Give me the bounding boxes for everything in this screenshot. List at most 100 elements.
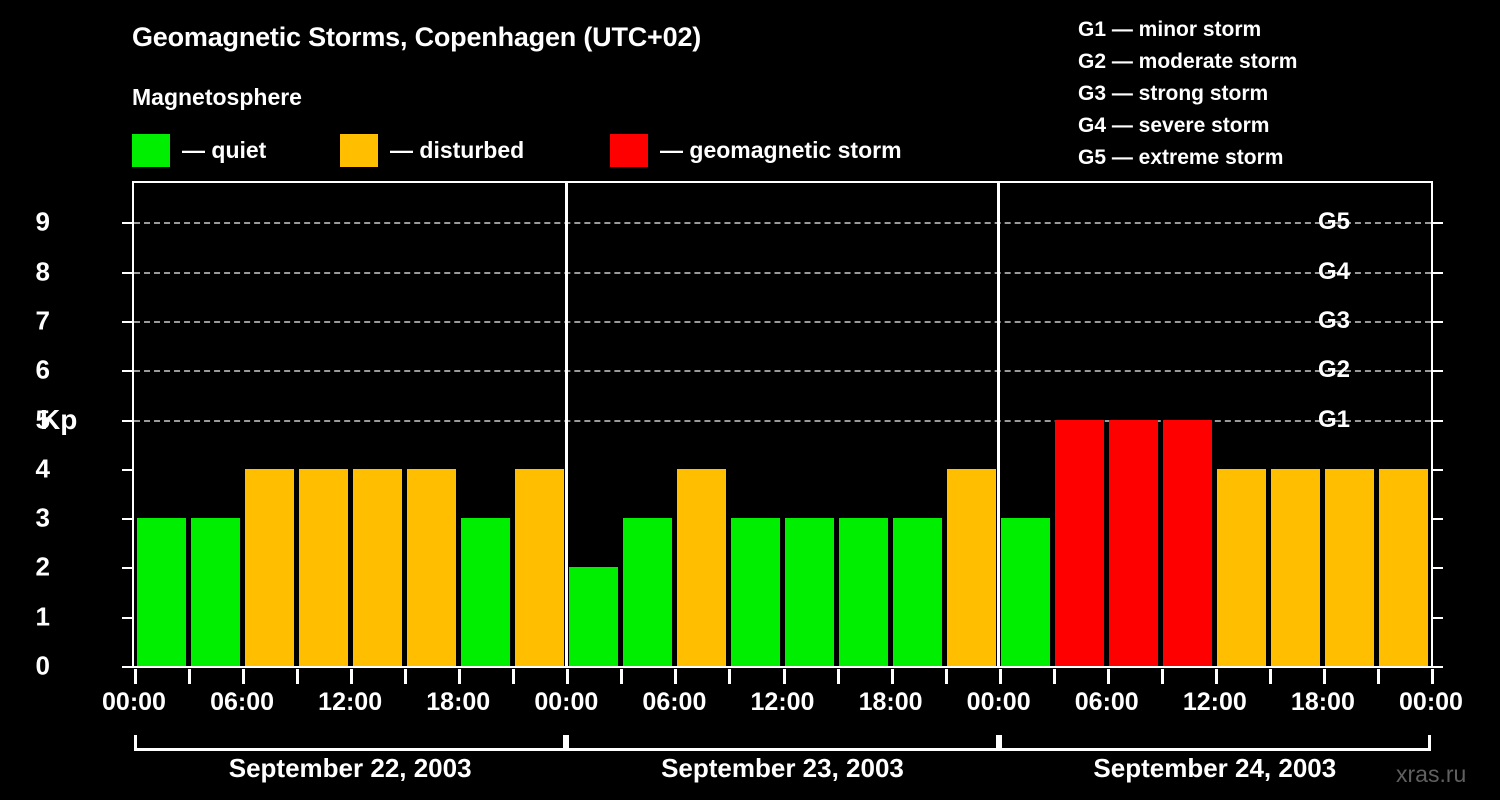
bar-quiet bbox=[460, 518, 510, 666]
x-tick-13 bbox=[836, 669, 840, 684]
bar-disturbed bbox=[406, 468, 456, 666]
x-tick-17 bbox=[1052, 669, 1056, 684]
plot-inner bbox=[134, 183, 1431, 666]
g-axis-label-G4: G4 bbox=[1318, 257, 1351, 285]
y-axis-label-1: 1 bbox=[35, 601, 50, 632]
disturbed-legend-swatch bbox=[340, 133, 378, 167]
x-tick-19 bbox=[1160, 669, 1164, 684]
x-tick-20 bbox=[1214, 669, 1218, 684]
x-axis-label-1: 06:00 bbox=[210, 688, 275, 716]
quiet-legend-label: — quiet bbox=[182, 136, 267, 163]
day-label-1: September 22, 2003 bbox=[228, 753, 472, 783]
bar-disturbed bbox=[514, 468, 564, 666]
x-axis-label-8: 00:00 bbox=[966, 688, 1031, 716]
y-axis-label-0: 0 bbox=[35, 650, 50, 681]
bar-quiet bbox=[190, 518, 240, 666]
x-axis-label-4: 00:00 bbox=[534, 688, 599, 716]
watermark: xras.ru bbox=[1396, 761, 1467, 787]
day-label-2: September 23, 2003 bbox=[661, 753, 904, 783]
day-bracket-1 bbox=[134, 735, 567, 751]
g-axis-label-G3: G3 bbox=[1318, 307, 1351, 334]
day-bracket-2 bbox=[566, 735, 999, 751]
day-separator-1 bbox=[564, 183, 568, 666]
bar-disturbed bbox=[1379, 468, 1429, 666]
x-axis-label-3: 18:00 bbox=[426, 688, 491, 716]
x-tick-6 bbox=[458, 669, 462, 684]
bar-storm bbox=[1109, 419, 1159, 666]
bar-quiet bbox=[839, 518, 889, 666]
day-separator-2 bbox=[997, 183, 1001, 666]
x-tick-23 bbox=[1376, 669, 1380, 684]
x-tick-8 bbox=[566, 669, 570, 684]
y-tick-left-6 bbox=[122, 370, 134, 373]
x-axis-label-6: 12:00 bbox=[750, 688, 815, 716]
x-tick-24 bbox=[1431, 669, 1434, 684]
x-axis-label-0: 00:00 bbox=[102, 688, 166, 716]
g-axis-label-G1: G1 bbox=[1318, 405, 1351, 433]
bar-disturbed bbox=[1217, 468, 1267, 666]
bar-quiet bbox=[622, 518, 672, 666]
x-axis-label-10: 12:00 bbox=[1182, 688, 1247, 716]
day-bracket-3 bbox=[998, 735, 1431, 751]
gridline-kp-6 bbox=[134, 370, 1431, 373]
y-axis-label-9: 9 bbox=[35, 206, 50, 237]
y-tick-left-4 bbox=[122, 468, 134, 471]
y-tick-right-1 bbox=[1431, 616, 1443, 619]
x-tick-18 bbox=[1106, 669, 1110, 684]
x-axis-label-9: 06:00 bbox=[1074, 688, 1139, 716]
y-axis-label-5: 5 bbox=[35, 404, 50, 435]
x-tick-0 bbox=[134, 669, 137, 684]
y-axis-title: Kp bbox=[40, 404, 78, 435]
bar-storm bbox=[1163, 419, 1213, 666]
y-tick-left-9 bbox=[122, 222, 134, 225]
gridline-kp-5 bbox=[134, 419, 1431, 422]
storm-legend: — geomagnetic storm bbox=[610, 132, 902, 168]
x-tick-3 bbox=[296, 669, 300, 684]
y-tick-right-8 bbox=[1431, 271, 1443, 274]
bar-disturbed bbox=[1271, 468, 1321, 666]
y-tick-right-5 bbox=[1431, 419, 1443, 422]
x-tick-14 bbox=[890, 669, 894, 684]
gridline-kp-7 bbox=[134, 321, 1431, 323]
bar-storm bbox=[1055, 419, 1105, 666]
storm-legend-swatch bbox=[610, 133, 648, 167]
bar-disturbed bbox=[298, 468, 348, 666]
y-axis-label-6: 6 bbox=[35, 354, 50, 385]
bar-disturbed bbox=[352, 468, 402, 666]
x-tick-12 bbox=[782, 669, 786, 684]
x-tick-22 bbox=[1322, 669, 1326, 684]
bar-quiet bbox=[136, 518, 186, 666]
x-axis-label-2: 12:00 bbox=[318, 688, 383, 716]
g-scale-row-2: G2 — moderate storm bbox=[1078, 50, 1298, 73]
gridline-kp-9 bbox=[134, 222, 1431, 225]
x-axis-label-11: 18:00 bbox=[1290, 688, 1355, 716]
x-tick-16 bbox=[998, 669, 1002, 684]
x-tick-4 bbox=[350, 669, 354, 684]
y-tick-right-6 bbox=[1431, 370, 1443, 373]
x-axis-label-5: 06:00 bbox=[642, 688, 707, 716]
bar-quiet bbox=[568, 567, 618, 666]
y-axis-label-8: 8 bbox=[35, 256, 50, 287]
bar-disturbed bbox=[947, 468, 997, 666]
page-title: Geomagnetic Storms, Copenhagen (UTC+02) bbox=[132, 22, 702, 52]
g-scale-legend: G1 — minor storm G2 — moderate storm G3 — … bbox=[1078, 14, 1297, 174]
bar-quiet bbox=[893, 518, 943, 666]
x-tick-9 bbox=[620, 669, 624, 684]
g-axis-label-G5: G5 bbox=[1318, 208, 1351, 236]
day-label-3: September 24, 2003 bbox=[1093, 753, 1337, 783]
y-tick-left-3 bbox=[122, 518, 134, 521]
y-axis-label-4: 4 bbox=[35, 453, 50, 484]
x-tick-7 bbox=[512, 669, 516, 684]
disturbed-legend-label: — disturbed bbox=[390, 136, 525, 163]
bar-disturbed bbox=[676, 468, 726, 666]
x-tick-10 bbox=[674, 669, 678, 684]
bar-quiet bbox=[1001, 518, 1051, 666]
x-axis-label-7: 18:00 bbox=[858, 688, 923, 716]
y-tick-right-0 bbox=[1431, 666, 1443, 668]
x-tick-21 bbox=[1268, 669, 1272, 684]
y-tick-right-2 bbox=[1431, 567, 1443, 570]
y-axis-label-7: 7 bbox=[35, 305, 50, 336]
y-tick-left-7 bbox=[122, 321, 134, 323]
y-axis-label-3: 3 bbox=[35, 502, 50, 533]
y-tick-left-0 bbox=[122, 666, 134, 668]
